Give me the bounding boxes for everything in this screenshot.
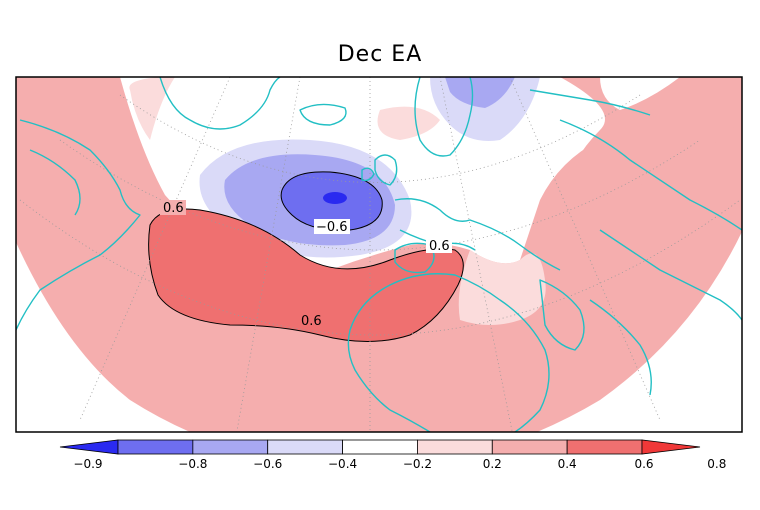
zone-neg-strong [323, 192, 347, 204]
colorbar-bin [491, 439, 568, 455]
map-frame [15, 76, 743, 433]
colorbar-bin [566, 439, 643, 455]
colorbar-tick-label: 0.8 [707, 457, 726, 471]
colorbar-tick-label: −0.8 [178, 457, 207, 471]
contour-labels: −0.6 0.6 0.6 0.6 [160, 200, 452, 329]
contour-label-pos-south: 0.6 [301, 314, 322, 329]
colorbar-bin [267, 439, 343, 455]
colorbar-tick-label: −0.9 [73, 457, 102, 471]
zone-pos-mid [148, 209, 464, 342]
colorbar-tick-label: 0.6 [634, 457, 653, 471]
zone-neg-light-north [445, 77, 515, 108]
graticule [19, 77, 741, 432]
contour-neg-06 [280, 171, 383, 231]
colorbar-bin [342, 439, 418, 455]
colorbar-tick-label: 0.4 [558, 457, 577, 471]
coastlines [16, 77, 742, 432]
map-title: Dec EA [337, 42, 423, 67]
colorbar-tick-label: −0.2 [403, 457, 432, 471]
zone-pos-light-ne [555, 77, 742, 294]
zone-pos-faint-west [129, 77, 175, 140]
zone-white-ne [600, 77, 680, 110]
contour-pos-06 [148, 208, 464, 342]
contour-label-pos-west: 0.6 [163, 201, 184, 216]
colorbar-arrow-high [641, 439, 701, 455]
zone-pos-faint-east [458, 250, 546, 325]
colorbar-bin [417, 439, 493, 455]
colorbar-tick-label: −0.4 [328, 457, 357, 471]
colorbar-arrow-low [59, 439, 119, 455]
contour-label-neg-center: −0.6 [316, 220, 348, 235]
colorbar-tick-label: 0.2 [483, 457, 502, 471]
colorbar-tick-label: −0.6 [253, 457, 282, 471]
colorbar-bin [192, 439, 269, 455]
colorbar: −0.9−0.8−0.6−0.4−0.20.20.40.60.80.9 [59, 439, 726, 471]
colorbar-bin [117, 439, 194, 455]
contour-label-pos-east: 0.6 [429, 239, 450, 254]
zone-pos-faint-north [377, 106, 440, 140]
map-panel: −0.6 0.6 0.6 0.6 [16, 77, 742, 432]
